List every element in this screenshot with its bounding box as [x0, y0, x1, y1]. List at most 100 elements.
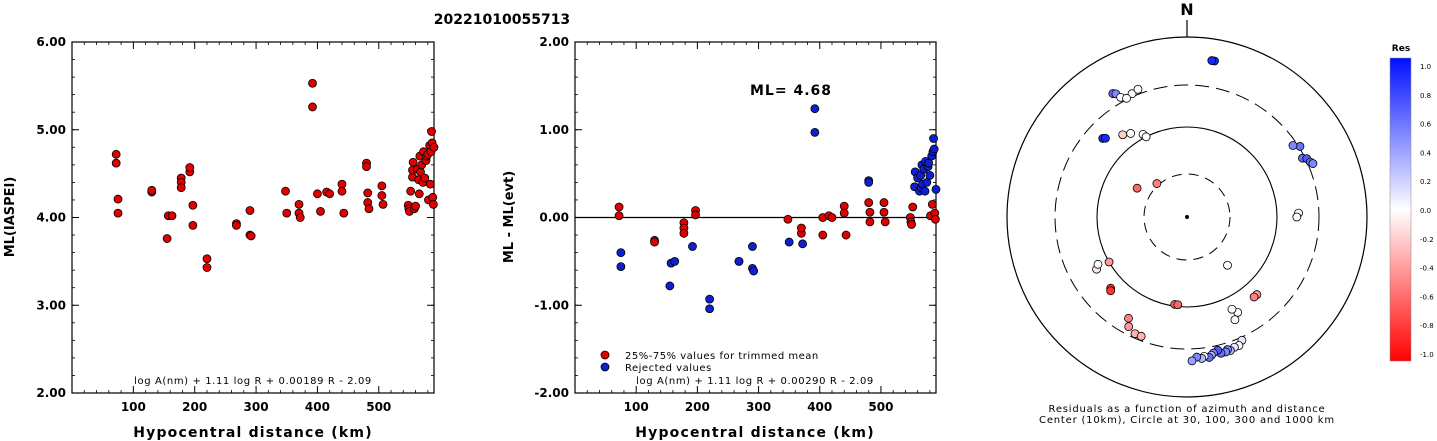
y-tick-label: 2.00	[36, 386, 66, 400]
y-tick-label: 5.00	[36, 123, 66, 137]
data-point	[670, 256, 680, 266]
data-point	[688, 242, 697, 251]
data-point	[363, 188, 373, 198]
station-point	[1126, 129, 1136, 138]
data-point	[406, 186, 416, 196]
station-point	[1127, 89, 1137, 99]
x-tick-label: 100	[624, 400, 649, 414]
data-point	[929, 134, 938, 143]
data-point	[927, 199, 937, 209]
data-point	[185, 163, 195, 172]
polar-caption-line1: Residuals as a function of azimuth and d…	[1049, 404, 1326, 415]
colorbar-tick-label: 0.4	[1420, 149, 1432, 157]
data-point	[614, 202, 624, 212]
data-point	[377, 181, 387, 191]
data-point	[316, 206, 325, 216]
data-point	[339, 208, 349, 218]
data-point	[907, 220, 916, 229]
data-point	[414, 189, 424, 199]
data-point	[796, 223, 806, 233]
x-tick-label: 300	[746, 400, 771, 414]
data-point	[748, 242, 757, 251]
data-point	[650, 237, 659, 247]
data-point	[411, 201, 420, 211]
colorbar-tick-label: -0.6	[1420, 293, 1434, 301]
data-point	[377, 191, 387, 200]
data-point	[879, 198, 889, 207]
legend-label-trimmed: 25%-75% values for trimmed mean	[625, 351, 819, 362]
station-point	[1124, 322, 1134, 332]
station-point	[1106, 286, 1116, 296]
data-point	[665, 281, 675, 291]
station-point	[1101, 133, 1110, 143]
legend-marker-trimmed	[600, 350, 610, 360]
data-point	[408, 157, 418, 167]
x-tick-label: 500	[868, 400, 893, 414]
data-point	[705, 294, 715, 304]
data-point	[308, 78, 317, 88]
data-point	[188, 220, 198, 230]
x-axis-label: Hypocentral distance (km)	[635, 425, 875, 441]
station-point	[1292, 212, 1302, 222]
azimuth-residual-plot: N Residuals as a function of azimuth and…	[1006, 0, 1434, 426]
data-point	[784, 237, 794, 247]
colorbar-tick-label: -0.2	[1420, 236, 1434, 244]
data-point	[818, 230, 828, 240]
data-point	[294, 199, 304, 209]
data-point	[337, 186, 347, 196]
station-point	[1187, 356, 1197, 366]
data-point	[841, 230, 851, 240]
plot-frame	[71, 41, 435, 394]
colorbar-tick-label: -0.4	[1420, 265, 1434, 273]
data-point	[378, 199, 388, 209]
data-point	[734, 256, 744, 266]
colorbar-tick-label: -1.0	[1420, 351, 1434, 359]
y-tick-label: 6.00	[36, 35, 66, 49]
data-point	[614, 211, 624, 221]
data-point	[616, 248, 626, 258]
data-point	[113, 194, 123, 204]
north-label: N	[1180, 0, 1193, 19]
data-point	[798, 239, 808, 249]
station-point	[1132, 183, 1142, 193]
station-point	[1133, 84, 1143, 94]
data-point	[111, 149, 121, 159]
station-point	[1230, 315, 1240, 325]
data-point	[616, 262, 626, 272]
y-tick-label: 0.00	[539, 211, 569, 225]
data-point	[864, 177, 874, 187]
data-point	[245, 206, 255, 215]
data-point	[282, 208, 292, 218]
data-point	[202, 263, 212, 272]
data-point	[931, 185, 941, 194]
data-point	[929, 144, 939, 154]
x-axis-label: Hypocentral distance (km)	[133, 425, 373, 441]
colorbar	[1389, 57, 1412, 362]
formula-text: log A(nm) + 1.11 log R + 0.00189 R - 2.0…	[134, 376, 372, 387]
data-point	[325, 189, 335, 199]
data-point	[810, 127, 820, 137]
data-point	[295, 213, 305, 222]
x-tick-label: 200	[685, 400, 710, 414]
data-point	[930, 214, 940, 224]
data-point	[232, 220, 241, 230]
x-tick-label: 400	[807, 400, 832, 414]
y-tick-label: -2.00	[534, 386, 569, 400]
polar-caption-line2: Center (10km), Circle at 30, 100, 300 an…	[1039, 415, 1335, 426]
y-tick-label: 4.00	[36, 211, 66, 225]
y-tick-label: 3.00	[36, 298, 66, 312]
ml-residual-chart: 100 200 300 400 500 -2.00 -1.00 0.00 1.00 2.00 ML…	[502, 35, 941, 441]
ml-vs-distance-chart: 100 200 300 400 500 2.00 3.00 4.00 5.00 6.00 Hypo…	[3, 35, 439, 441]
data-point	[865, 217, 875, 227]
x-tick-label: 200	[182, 400, 207, 414]
data-point	[147, 185, 157, 195]
center-point	[1185, 215, 1189, 219]
station-point	[1093, 259, 1103, 269]
data-point	[880, 217, 890, 227]
station-point	[1308, 159, 1318, 168]
station-point	[1124, 313, 1133, 323]
legend-marker-rejected	[600, 362, 610, 372]
data-point	[810, 104, 820, 114]
station-point	[1118, 130, 1128, 140]
colorbar-title: Res	[1392, 44, 1410, 54]
